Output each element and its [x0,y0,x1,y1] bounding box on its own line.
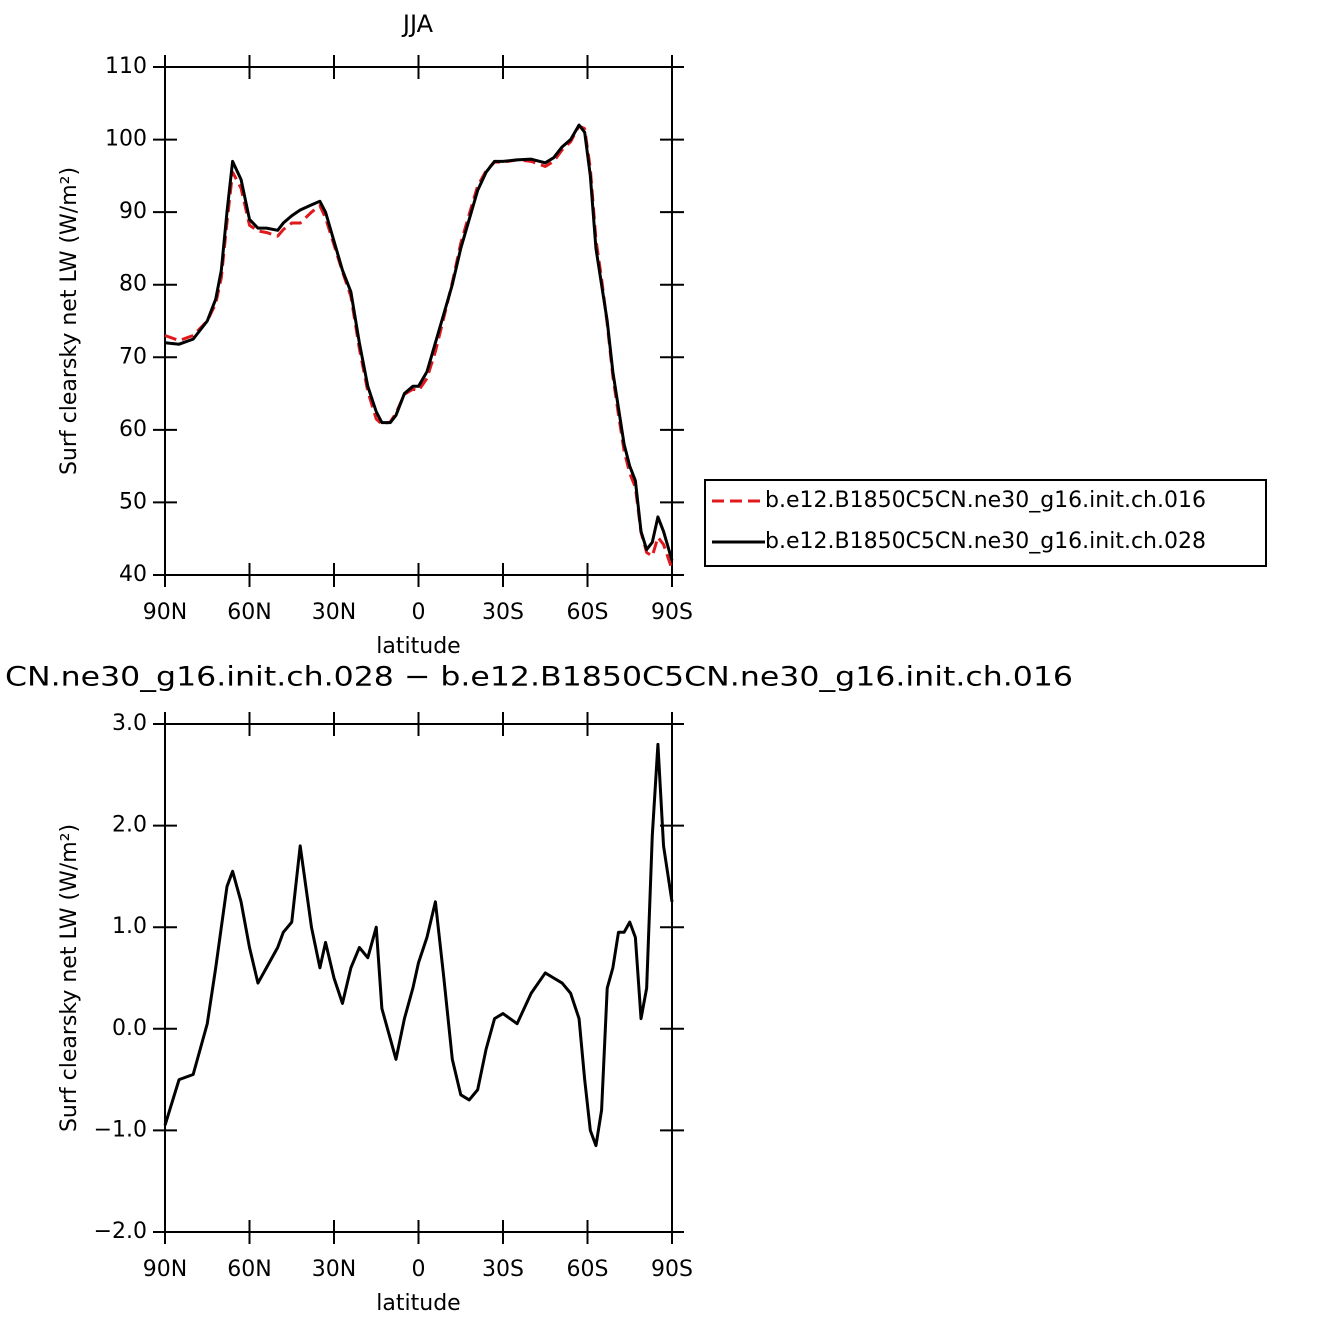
y-tick-label: 60 [119,417,147,442]
legend-label: b.e12.B1850C5CN.ne30_g16.init.ch.028 [765,529,1206,554]
plot-frame [164,66,673,576]
x-axis-label: latitude [376,634,460,659]
x-tick-label: 90S [651,600,693,625]
x-tick-label: 0 [412,600,426,625]
x-axis-label: latitude [376,1291,460,1316]
x-tick-label: 0 [412,1257,426,1282]
y-tick-label: 2.0 [112,813,147,838]
y-tick-label: 0.0 [112,1016,147,1041]
x-tick-label: 30S [482,1257,524,1282]
x-tick-label: 30S [482,600,524,625]
data-line [164,124,674,570]
x-tick-label: 90N [143,1257,187,1282]
y-tick-label: 80 [119,272,147,297]
x-tick-label: 60N [227,1257,271,1282]
x-tick-label: 30N [312,1257,356,1282]
y-tick-label: −2.0 [94,1219,147,1244]
y-axis-label: Surf clearsky net LW (W/m²) [57,824,82,1132]
x-tick-label: 60N [227,600,271,625]
x-tick-label: 90S [651,1257,693,1282]
y-tick-label: 110 [105,54,147,79]
y-tick-label: 3.0 [112,711,147,736]
legend-box [704,479,1267,567]
y-tick-label: 100 [105,127,147,152]
y-tick-label: −1.0 [94,1117,147,1142]
legend-label: b.e12.B1850C5CN.ne30_g16.init.ch.016 [765,488,1206,513]
y-tick-label: 1.0 [112,914,147,939]
data-line [164,123,674,561]
y-axis-label: Surf clearsky net LW (W/m²) [57,167,82,475]
x-tick-label: 60S [567,1257,609,1282]
chart-title: CN.ne30_g16.init.ch.028 − b.e12.B1850C5C… [5,662,1073,693]
data-line [163,742,674,1148]
plot-frame [164,723,673,1233]
x-tick-label: 30N [312,600,356,625]
x-tick-label: 90N [143,600,187,625]
y-tick-label: 70 [119,344,147,369]
y-tick-label: 50 [119,489,147,514]
y-tick-label: 40 [119,562,147,587]
y-tick-label: 90 [119,199,147,224]
x-tick-label: 60S [567,600,609,625]
chart-title: JJA [401,10,434,38]
